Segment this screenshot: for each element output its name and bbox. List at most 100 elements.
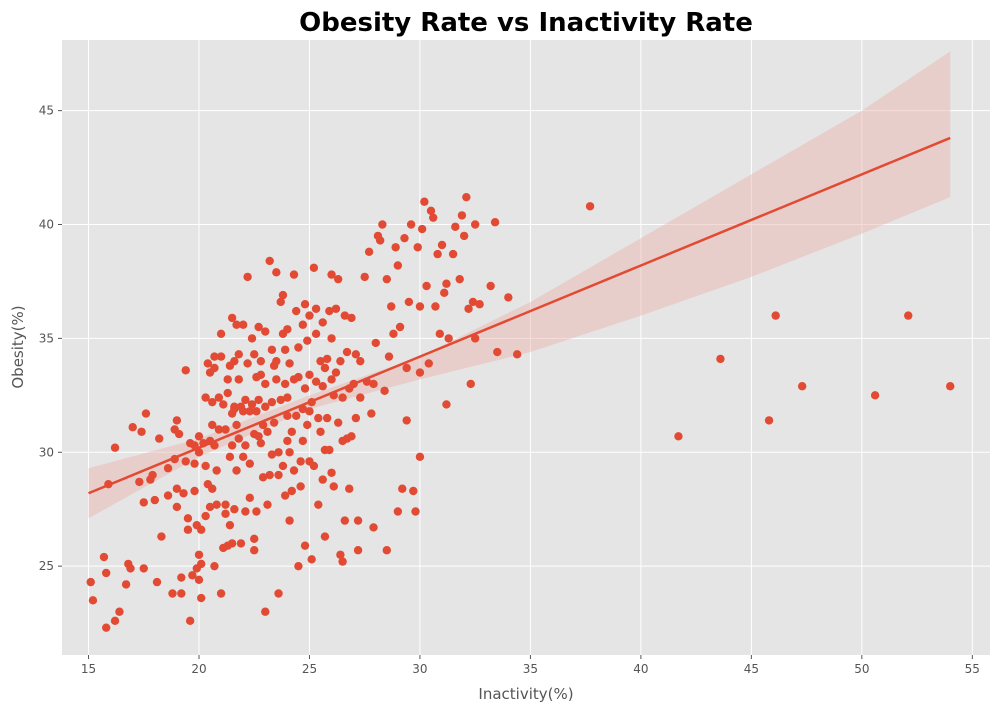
data-point (320, 363, 330, 373)
data-point (256, 438, 266, 448)
data-points (86, 192, 955, 632)
data-point (241, 507, 250, 516)
data-point (269, 418, 279, 427)
data-point (223, 388, 232, 398)
data-point (433, 249, 442, 259)
data-point (238, 452, 248, 462)
data-point (486, 281, 495, 291)
data-point (267, 397, 277, 407)
y-tick-label: 45 (39, 104, 54, 118)
data-point (466, 379, 475, 389)
data-point (329, 482, 338, 491)
data-point (223, 375, 232, 384)
data-point (380, 386, 389, 395)
data-point (435, 329, 445, 339)
data-point (280, 345, 290, 354)
data-point (245, 493, 255, 503)
data-point (265, 256, 274, 266)
data-point (375, 236, 385, 245)
data-point (267, 450, 277, 459)
data-point (493, 347, 502, 357)
data-point (230, 505, 239, 514)
data-point (181, 457, 190, 466)
data-point (300, 300, 310, 309)
data-point (429, 213, 438, 222)
data-point (212, 466, 221, 475)
data-point (256, 356, 266, 366)
data-point (351, 413, 361, 423)
data-point (254, 322, 263, 332)
data-point (254, 432, 263, 441)
data-point (294, 561, 303, 571)
data-point (208, 484, 217, 493)
data-point (99, 552, 109, 562)
data-point (212, 500, 221, 509)
data-point (398, 484, 407, 493)
data-point (459, 231, 469, 241)
data-point (203, 359, 213, 368)
data-point (163, 491, 173, 500)
data-point (331, 304, 341, 313)
data-point (448, 249, 458, 259)
data-point (384, 352, 394, 361)
data-point (391, 243, 400, 252)
x-tick-label: 30 (412, 662, 427, 676)
data-point (336, 550, 345, 559)
data-point (457, 211, 467, 220)
data-point (311, 304, 321, 313)
data-point (285, 359, 294, 368)
data-point (221, 425, 230, 434)
data-point (289, 466, 299, 475)
data-point (126, 564, 135, 573)
data-point (210, 363, 219, 373)
data-point (347, 432, 356, 441)
data-point (110, 616, 120, 626)
data-point (369, 379, 378, 389)
data-point (210, 352, 219, 361)
data-point (296, 457, 305, 466)
data-point (245, 459, 255, 468)
data-point (216, 329, 226, 339)
data-point (88, 596, 98, 605)
data-point (101, 623, 111, 632)
data-point (402, 416, 411, 425)
data-point (216, 352, 226, 361)
data-point (128, 423, 137, 432)
data-point (309, 263, 319, 272)
data-point (904, 311, 913, 320)
data-point (946, 382, 955, 391)
data-point (172, 484, 182, 493)
data-point (177, 589, 186, 598)
data-point (369, 523, 378, 532)
data-point (115, 607, 124, 616)
data-point (261, 379, 270, 389)
y-tick-label: 40 (39, 218, 54, 232)
data-point (214, 393, 224, 402)
data-point (314, 413, 323, 423)
data-point (261, 607, 270, 616)
data-point (227, 313, 237, 323)
data-point (771, 311, 780, 320)
data-point (283, 436, 292, 446)
data-point (490, 218, 500, 227)
data-point (201, 393, 210, 402)
data-point (464, 304, 473, 313)
data-point (294, 343, 303, 352)
data-point (305, 311, 314, 320)
data-point (314, 500, 323, 509)
data-point (316, 427, 325, 436)
data-point (327, 334, 336, 343)
data-point (327, 375, 336, 384)
data-point (280, 491, 290, 500)
data-point (298, 320, 308, 329)
data-point (364, 247, 374, 257)
data-point (470, 220, 480, 229)
data-point (221, 509, 230, 518)
data-point (181, 366, 190, 375)
data-point (351, 350, 361, 359)
data-point (201, 461, 210, 471)
data-point (395, 322, 405, 332)
data-point (353, 546, 363, 555)
data-point (415, 302, 425, 311)
data-point (150, 495, 159, 505)
